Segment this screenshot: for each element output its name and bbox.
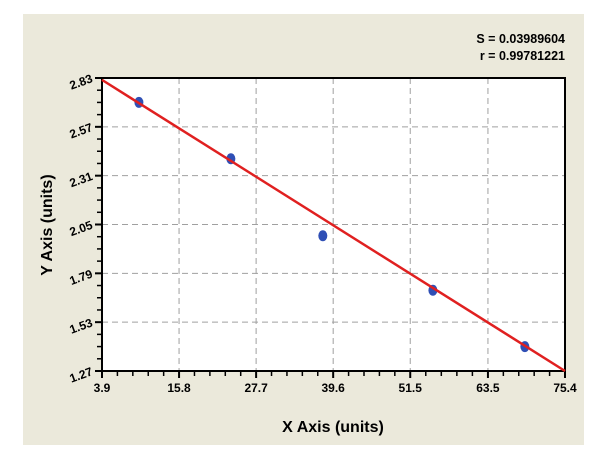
x-tick-label: 27.7 [244,381,268,395]
x-tick-label: 3.9 [94,381,111,395]
annotation-r: r = 0.99781221 [480,49,565,63]
data-marks [101,78,566,373]
plot-border [101,77,566,372]
x-axis-label: X Axis (units) [282,419,384,436]
annotation-s: S = 0.03989604 [476,32,565,46]
x-tick-label: 39.6 [321,381,345,395]
x-tick-label: 75.4 [553,381,577,395]
ticks [95,77,566,378]
x-tick-label: 51.5 [399,381,423,395]
x-tick-label: 63.5 [476,381,500,395]
x-tick-label: 15.8 [167,381,191,395]
data-point [318,230,328,242]
fit-line [101,78,566,373]
y-axis-label: Y Axis (units) [39,174,56,275]
x-tick-labels: 3.9 15.8 27.7 39.6 51.5 63.5 75.4 [94,381,577,395]
